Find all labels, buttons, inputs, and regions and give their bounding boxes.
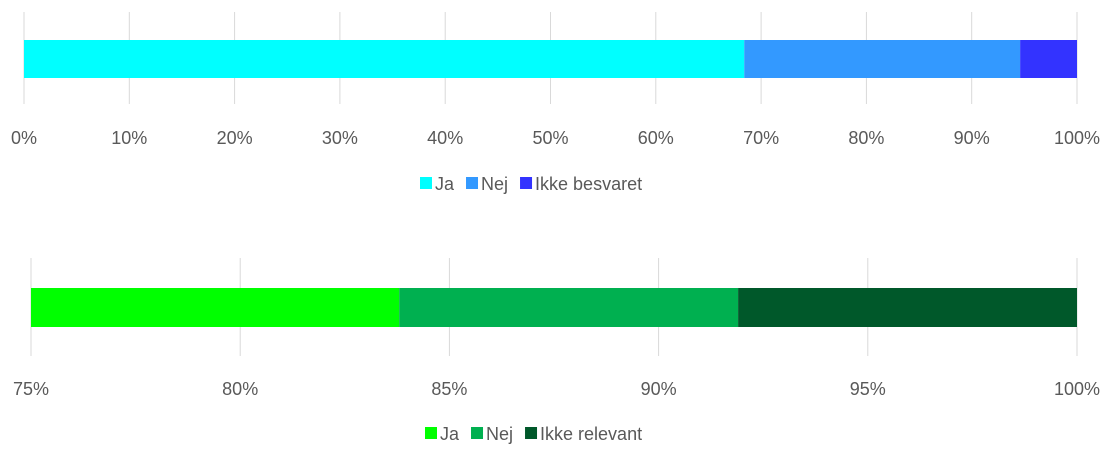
legend-label: Ikke relevant: [540, 424, 642, 444]
x-tick-label: 80%: [848, 128, 884, 148]
x-tick-label: 95%: [850, 379, 886, 399]
chart-1: 0% 10% 20% 30% 40% 50% 60% 70% 80% 90% 100% Ja Nej Ik…: [11, 12, 1100, 194]
legend-swatch: [466, 177, 479, 189]
bar-segment-ikke-relevant: [738, 288, 1077, 327]
bar-segment-nej: [744, 40, 1021, 78]
legend-label: Ja: [435, 174, 455, 194]
x-tick-label: 90%: [954, 128, 990, 148]
x-tick-label: 90%: [641, 379, 677, 399]
bar-segment-ja: [31, 288, 400, 327]
x-tick-label: 100%: [1054, 128, 1100, 148]
legend-swatch: [520, 177, 533, 189]
legend-label: Nej: [486, 424, 513, 444]
x-tick-label: 100%: [1054, 379, 1100, 399]
x-tick-label: 85%: [431, 379, 467, 399]
x-tick-label: 20%: [217, 128, 253, 148]
legend-label: Nej: [481, 174, 508, 194]
legend-swatch: [471, 427, 484, 439]
x-tick-label: 75%: [13, 379, 49, 399]
bar-segment-ja: [24, 40, 745, 78]
chart-2: 75% 80% 85% 90% 95% 100% Ja Nej Ikke relevant: [13, 258, 1100, 444]
x-tick-label: 30%: [322, 128, 358, 148]
legend-swatch: [525, 427, 538, 439]
bar-segment-ikke-besvaret: [1020, 40, 1077, 78]
x-tick-label: 50%: [532, 128, 568, 148]
x-tick-label: 70%: [743, 128, 779, 148]
x-tick-label: 40%: [427, 128, 463, 148]
legend-swatch: [420, 177, 432, 189]
x-tick-label: 60%: [638, 128, 674, 148]
bar-segment-nej: [399, 288, 739, 327]
legend-label: Ikke besvaret: [535, 174, 642, 194]
legend-label: Ja: [440, 424, 460, 444]
x-tick-label: 10%: [111, 128, 147, 148]
x-tick-label: 80%: [222, 379, 258, 399]
x-tick-label: 0%: [11, 128, 37, 148]
legend-swatch: [425, 427, 437, 439]
